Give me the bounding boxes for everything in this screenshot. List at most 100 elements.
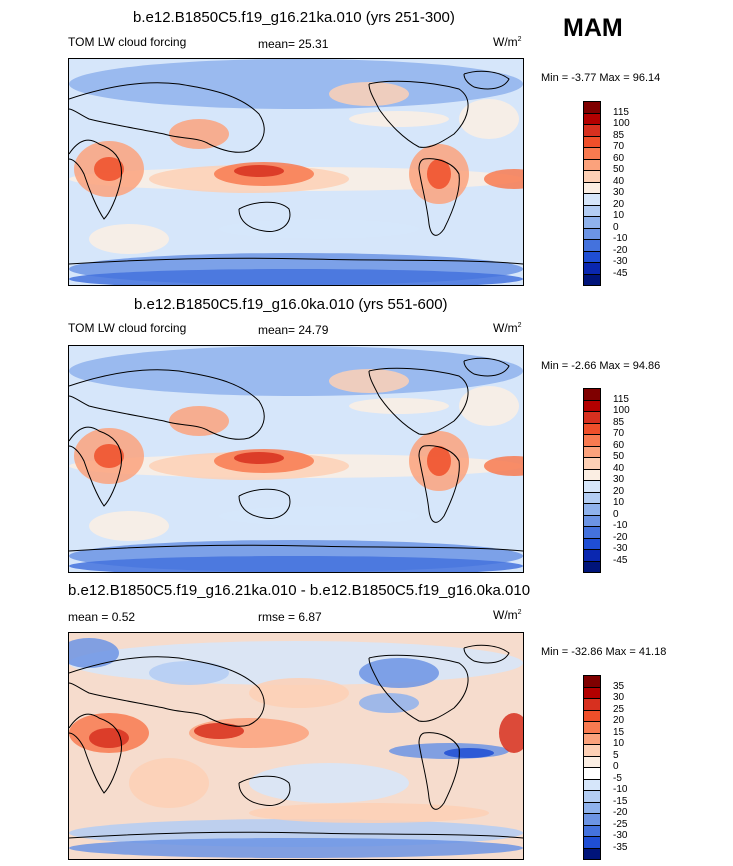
- field-region: [444, 748, 494, 758]
- field-region: [69, 346, 523, 396]
- field-region: [69, 59, 523, 109]
- field-region: [499, 713, 523, 753]
- panel-2-colorbar: 115 100 85 70 60 50 40 30 20 10 0 -10 -20 -30 -45: [583, 388, 653, 573]
- colorbar-tick-label: 100: [613, 405, 630, 416]
- colorbar-tick-label: -45: [613, 267, 628, 279]
- colorbar-tick-label: 25: [613, 703, 625, 715]
- colorbar-tick-label: -25: [613, 818, 628, 830]
- colorbar-tick-label: 10: [613, 497, 625, 508]
- field-region: [234, 165, 284, 177]
- colorbar-swatch: [583, 847, 601, 860]
- field-region: [349, 398, 449, 414]
- colorbar-tick-label: 10: [613, 210, 625, 221]
- colorbar-tick-label: 60: [613, 152, 625, 164]
- field-region: [149, 661, 229, 685]
- colorbar-tick-label: 60: [613, 439, 625, 451]
- panel-1-map: [68, 58, 524, 286]
- colorbar-tick-label: -10: [613, 784, 628, 795]
- field-region: [359, 693, 419, 713]
- colorbar-tick-label: 20: [613, 715, 625, 726]
- field-region: [94, 444, 124, 468]
- panel-3-rmse: rmse = 6.87: [258, 610, 322, 624]
- colorbar-tick-label: 30: [613, 474, 625, 485]
- panel-3-title: b.e12.B1850C5.f19_g16.21ka.010 - b.e12.B…: [68, 582, 531, 599]
- colorbar-tick-label: 50: [613, 164, 625, 175]
- panel-1-colorbar: 115 100 85 70 60 50 40 30 20 10 0 -10 -20 -30 -45: [583, 101, 653, 286]
- colorbar-tick-label: -30: [613, 543, 628, 554]
- colorbar-tick-label: 40: [613, 462, 625, 474]
- field-region: [249, 803, 489, 823]
- colorbar-tick-label: 40: [613, 175, 625, 187]
- field-region: [459, 386, 519, 426]
- field-region: [249, 678, 349, 708]
- coastlines: [69, 70, 523, 265]
- panel-3-minmax: Min = -32.86 Max = 41.18: [541, 646, 667, 658]
- colorbar-tick-label: -10: [613, 233, 628, 244]
- field-region: [219, 506, 419, 526]
- colorbar-tick-label: 50: [613, 451, 625, 462]
- field-region: [89, 728, 129, 748]
- panel-2-mean: mean= 24.79: [258, 323, 329, 337]
- colorbar-tick-label: 100: [613, 118, 630, 129]
- season-label: MAM: [563, 14, 623, 42]
- colorbar-tick-label: -15: [613, 795, 628, 807]
- colorbar-tick-label: 85: [613, 416, 625, 428]
- colorbar-tick-label: -45: [613, 554, 628, 566]
- field-region: [69, 838, 523, 858]
- panel-1-minmax: Min = -3.77 Max = 96.14: [541, 72, 661, 84]
- field-map-svg: [69, 346, 523, 572]
- field-region: [249, 763, 409, 803]
- colorbar-tick-label: 0: [613, 761, 619, 772]
- field-region: [69, 638, 119, 668]
- field-region: [459, 99, 519, 139]
- field-region: [219, 219, 419, 239]
- colorbar-tick-label: -30: [613, 256, 628, 267]
- colorbar-tick-label: 70: [613, 428, 625, 439]
- field-region: [349, 111, 449, 127]
- panel-2-units: W/m2: [493, 321, 522, 335]
- field-region: [427, 159, 451, 189]
- field-region: [329, 82, 409, 106]
- colorbar-tick-label: -20: [613, 244, 628, 256]
- colorbar-tick-label: 70: [613, 141, 625, 152]
- colorbar-tick-label: 115: [613, 393, 629, 405]
- panel-2-variable-label: TOM LW cloud forcing: [68, 321, 187, 335]
- colorbar-tick-label: 15: [613, 726, 625, 738]
- colorbar-tick-label: 5: [613, 749, 619, 761]
- panel-1-variable-label: TOM LW cloud forcing: [68, 35, 187, 49]
- field-region: [484, 456, 523, 476]
- field-region: [94, 157, 124, 181]
- field-region: [329, 369, 409, 393]
- panel-3-colorbar: 35 30 25 20 15 10 5 0 -5 -10 -15 -20 -25 -30 -35: [583, 675, 653, 860]
- field-region: [69, 269, 523, 285]
- field-region: [129, 758, 209, 808]
- colorbar-tick-label: -20: [613, 807, 628, 818]
- colorbar-swatch: [583, 560, 601, 573]
- field-region: [234, 452, 284, 464]
- colorbar-tick-label: 30: [613, 692, 625, 703]
- colorbar-tick-label: 85: [613, 129, 625, 141]
- colorbar-tick-label: 30: [613, 187, 625, 198]
- coastlines: [69, 357, 523, 552]
- colorbar-tick-label: -20: [613, 531, 628, 543]
- colorbar-tick-label: 20: [613, 198, 625, 210]
- colorbar-swatch: [583, 273, 601, 286]
- panel-2-map: [68, 345, 524, 573]
- field-region: [169, 119, 229, 149]
- field-map-svg: [69, 633, 523, 859]
- colorbar-tick-label: -35: [613, 841, 628, 853]
- colorbar-tick-label: 0: [613, 221, 619, 233]
- panel-2-minmax: Min = -2.66 Max = 94.86: [541, 360, 661, 372]
- field-region: [69, 556, 523, 572]
- colorbar-tick-label: -5: [613, 772, 622, 784]
- panel-2-title: b.e12.B1850C5.f19_g16.0ka.010 (yrs 551-6…: [134, 296, 448, 313]
- field-region: [89, 511, 169, 541]
- colorbar-tick-label: 115: [613, 106, 629, 118]
- colorbar-tick-label: 0: [613, 508, 619, 520]
- panel-1-units: W/m2: [493, 35, 522, 49]
- field-region: [169, 406, 229, 436]
- field-region: [484, 169, 523, 189]
- panel-1-title: b.e12.B1850C5.f19_g16.21ka.010 (yrs 251-…: [133, 9, 455, 26]
- field-region: [194, 723, 244, 739]
- colorbar-tick-label: -10: [613, 520, 628, 531]
